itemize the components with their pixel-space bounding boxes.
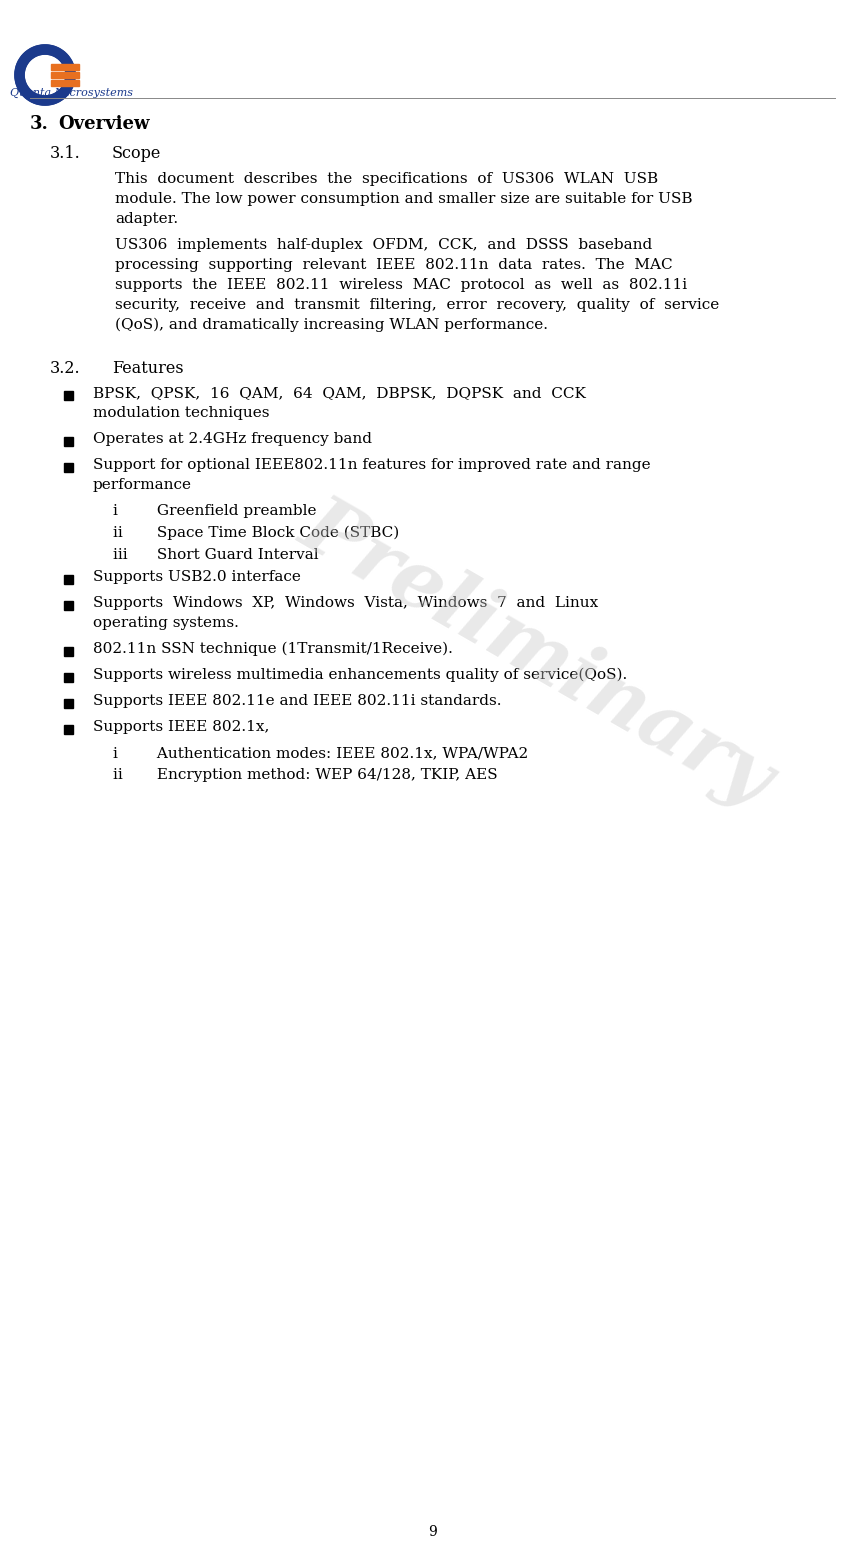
Text: modulation techniques: modulation techniques [93, 406, 270, 420]
Text: US306  implements  half-duplex  OFDM,  CCK,  and  DSSS  baseband: US306 implements half-duplex OFDM, CCK, … [115, 238, 652, 252]
Bar [63, 575, 73, 585]
Bar [63, 437, 73, 446]
Bar [63, 725, 73, 734]
Text: 802.11n SSN technique (1Transmit/1Receive).: 802.11n SSN technique (1Transmit/1Receiv… [93, 642, 453, 656]
Bar [51, 72, 79, 78]
Text: Supports IEEE 802.11e and IEEE 802.11i standards.: Supports IEEE 802.11e and IEEE 802.11i s… [93, 694, 502, 708]
Text: Scope: Scope [112, 145, 162, 162]
Bar [51, 79, 79, 86]
Text: i        Greenfield preamble: i Greenfield preamble [113, 504, 317, 518]
Text: Support for optional IEEE802.11n features for improved rate and range: Support for optional IEEE802.11n feature… [93, 459, 650, 473]
Text: Preliminary: Preliminary [286, 487, 786, 819]
Text: ii       Encryption method: WEP 64/128, TKIP, AES: ii Encryption method: WEP 64/128, TKIP, … [113, 768, 497, 782]
Text: module. The low power consumption and smaller size are suitable for USB: module. The low power consumption and sm… [115, 191, 693, 205]
Bar [63, 390, 73, 400]
Text: 3.: 3. [30, 115, 49, 134]
Bar [63, 700, 73, 708]
Bar [63, 600, 73, 610]
Text: operating systems.: operating systems. [93, 616, 239, 630]
Text: (QoS), and dramatically increasing WLAN performance.: (QoS), and dramatically increasing WLAN … [115, 319, 548, 333]
Text: iii      Short Guard Interval: iii Short Guard Interval [113, 547, 318, 561]
Text: ii       Space Time Block Code (STBC): ii Space Time Block Code (STBC) [113, 526, 400, 541]
Text: security,  receive  and  transmit  filtering,  error  recovery,  quality  of  se: security, receive and transmit filtering… [115, 299, 720, 313]
Text: Quanta Microsystems: Quanta Microsystems [10, 89, 133, 98]
Text: 3.2.: 3.2. [50, 361, 80, 376]
Text: Supports USB2.0 interface: Supports USB2.0 interface [93, 571, 301, 585]
Text: i        Authentication modes: IEEE 802.1x, WPA/WPA2: i Authentication modes: IEEE 802.1x, WPA… [113, 746, 529, 760]
Text: processing  supporting  relevant  IEEE  802.11n  data  rates.  The  MAC: processing supporting relevant IEEE 802.… [115, 258, 673, 272]
Text: 9: 9 [428, 1525, 437, 1539]
Text: Features: Features [112, 361, 183, 376]
Text: Operates at 2.4GHz frequency band: Operates at 2.4GHz frequency band [93, 432, 372, 446]
Text: This  document  describes  the  specifications  of  US306  WLAN  USB: This document describes the specificatio… [115, 173, 658, 187]
Bar [63, 647, 73, 656]
Text: 3.1.: 3.1. [50, 145, 80, 162]
Text: Supports  Windows  XP,  Windows  Vista,  Windows  7  and  Linux: Supports Windows XP, Windows Vista, Wind… [93, 596, 599, 610]
Text: Supports IEEE 802.1x,: Supports IEEE 802.1x, [93, 720, 269, 734]
Bar [63, 673, 73, 683]
Text: BPSK,  QPSK,  16  QAM,  64  QAM,  DBPSK,  DQPSK  and  CCK: BPSK, QPSK, 16 QAM, 64 QAM, DBPSK, DQPSK… [93, 386, 586, 400]
Text: supports  the  IEEE  802.11  wireless  MAC  protocol  as  well  as  802.11i: supports the IEEE 802.11 wireless MAC pr… [115, 278, 687, 292]
Text: Overview: Overview [58, 115, 150, 134]
Bar [63, 463, 73, 473]
Text: Supports wireless multimedia enhancements quality of service(QoS).: Supports wireless multimedia enhancement… [93, 669, 627, 683]
Text: adapter.: adapter. [115, 211, 178, 225]
Bar [51, 64, 79, 70]
Text: performance: performance [93, 477, 192, 491]
